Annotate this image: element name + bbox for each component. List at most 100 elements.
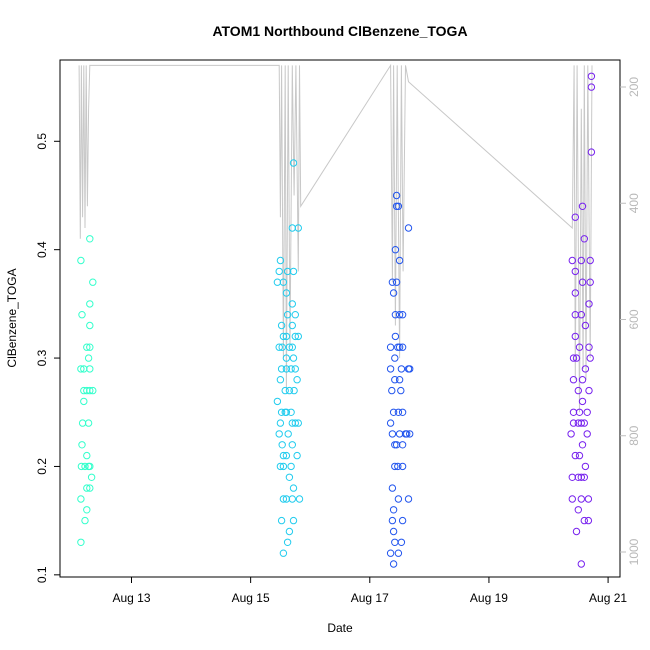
data-point [578, 202, 587, 211]
data-point [580, 419, 588, 427]
data-point [406, 430, 414, 438]
data-point [288, 495, 296, 503]
data-point [568, 256, 576, 265]
x-tick-label: Aug 17 [351, 591, 389, 605]
data-point [577, 495, 585, 503]
y-tick-label: 0.4 [35, 241, 49, 258]
x-tick-label: Aug 13 [112, 591, 150, 605]
data-point [285, 386, 294, 395]
data-point [398, 441, 407, 449]
data-point [395, 311, 404, 319]
data-point [388, 278, 397, 286]
data-point [289, 354, 298, 362]
data-point [569, 376, 578, 384]
data-point [391, 332, 400, 341]
data-point [278, 343, 286, 351]
data-point [386, 365, 395, 373]
data-point [395, 256, 404, 265]
data-point [585, 386, 593, 395]
data-point [77, 462, 86, 471]
data-point [584, 495, 593, 503]
data-point [279, 451, 288, 460]
plot-frame [59, 59, 621, 578]
data-point [279, 332, 288, 341]
data-point [585, 343, 593, 351]
data-point [569, 354, 578, 362]
data-point [86, 484, 94, 492]
data-point [587, 83, 596, 91]
data-point [394, 462, 402, 471]
data-point [287, 462, 295, 471]
data-point [86, 386, 94, 395]
data-point [293, 376, 301, 384]
series-4 [567, 72, 596, 568]
plot-area [77, 63, 596, 568]
data-point [83, 484, 91, 492]
data-point [81, 516, 89, 525]
altitude-trace [78, 63, 593, 413]
data-point [394, 495, 403, 503]
x-tick-label: Aug 21 [589, 591, 627, 605]
data-point [403, 430, 411, 438]
data-point [295, 495, 304, 503]
data-point [282, 451, 291, 460]
x-axis: Aug 13 Aug 15 Aug 17 Aug 19 Aug 21 [112, 577, 627, 605]
y-axis-label: ClBenzene_TOGA [5, 268, 19, 367]
data-point [586, 256, 594, 265]
data-point [83, 451, 91, 460]
data-point [574, 506, 582, 514]
data-point [580, 473, 588, 481]
series-1 [77, 235, 97, 546]
data-point [279, 495, 288, 503]
data-point [81, 462, 89, 471]
data-point [386, 419, 395, 427]
data-point [285, 343, 294, 351]
y2-tick-label: 600 [627, 309, 641, 329]
data-point [395, 376, 404, 384]
data-point [568, 473, 576, 481]
data-point [398, 516, 407, 525]
data-point [577, 311, 585, 319]
data-point [86, 321, 94, 330]
data-point [571, 332, 579, 341]
y-tick-label: 0.1 [35, 566, 49, 583]
data-point [580, 516, 588, 525]
data-point [277, 321, 286, 330]
y-tick-label: 0.5 [35, 133, 49, 150]
data-point [577, 256, 585, 265]
data-point [282, 354, 291, 362]
data-point [391, 376, 399, 384]
data-point [277, 516, 286, 525]
data-point [279, 462, 288, 471]
data-point [294, 419, 302, 427]
data-point [571, 213, 579, 221]
series-2 [273, 159, 304, 557]
data-point [289, 159, 298, 167]
data-point [583, 430, 591, 438]
series-3 [386, 191, 414, 568]
data-point [77, 495, 85, 503]
data-point [77, 256, 85, 265]
data-point [275, 267, 283, 276]
data-point [391, 354, 399, 362]
data-point [89, 278, 97, 286]
data-point [578, 397, 587, 406]
data-point [569, 408, 578, 416]
data-point [287, 365, 295, 373]
data-point [388, 516, 397, 525]
data-point [290, 386, 298, 395]
data-point [291, 365, 299, 373]
data-point [291, 311, 299, 319]
data-point [78, 311, 86, 319]
data-point [581, 321, 590, 330]
y2-tick-label: 1000 [627, 538, 641, 565]
data-point [285, 527, 294, 536]
data-point [587, 148, 596, 156]
data-point [276, 376, 285, 384]
data-point [580, 235, 588, 243]
data-point [77, 538, 85, 546]
data-point [78, 419, 87, 427]
data-point [279, 278, 288, 286]
data-point [388, 430, 397, 438]
data-point [275, 343, 283, 351]
